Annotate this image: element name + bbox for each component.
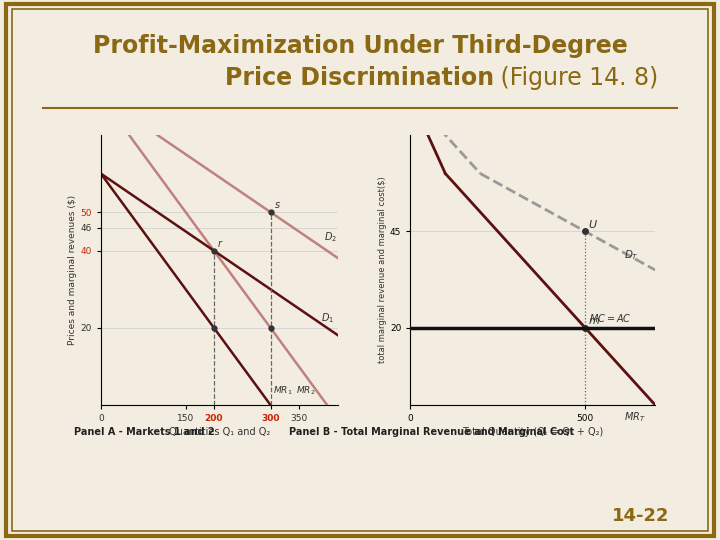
X-axis label: Quantities Q₁ and Q₂: Quantities Q₁ and Q₂: [169, 427, 270, 437]
Text: Profit-Maximization Under Third-Degree: Profit-Maximization Under Third-Degree: [93, 34, 627, 58]
Text: $s$: $s$: [274, 200, 281, 210]
Y-axis label: Prices and marginal revenues ($): Prices and marginal revenues ($): [68, 195, 78, 345]
X-axis label: Total Quantity (Qₜ = Q₁ + Q₂): Total Quantity (Qₜ = Q₁ + Q₂): [462, 427, 603, 437]
Text: (Figure 14. 8): (Figure 14. 8): [493, 66, 659, 90]
Text: $U$: $U$: [588, 218, 598, 230]
Text: $r$: $r$: [217, 238, 224, 249]
Text: Price Discrimination: Price Discrimination: [225, 66, 495, 90]
Text: $MC = AC$: $MC = AC$: [589, 312, 631, 324]
Text: $D_T$: $D_T$: [624, 248, 639, 262]
Text: Panel B - Total Marginal Revenue and Marginal Cost: Panel B - Total Marginal Revenue and Mar…: [289, 427, 575, 437]
Text: $MR_T$: $MR_T$: [624, 410, 645, 424]
Text: $m$: $m$: [588, 316, 600, 326]
Text: $MR_1$: $MR_1$: [274, 384, 293, 397]
Text: $D_2$: $D_2$: [324, 231, 337, 244]
Text: $MR_2$: $MR_2$: [296, 384, 315, 397]
Text: $D_1$: $D_1$: [321, 312, 335, 325]
Text: Panel A - Markets 1 and 2: Panel A - Markets 1 and 2: [73, 427, 215, 437]
Y-axis label: total marginal revenue and marginal cost($): total marginal revenue and marginal cost…: [378, 177, 387, 363]
Text: 14-22: 14-22: [612, 507, 670, 525]
